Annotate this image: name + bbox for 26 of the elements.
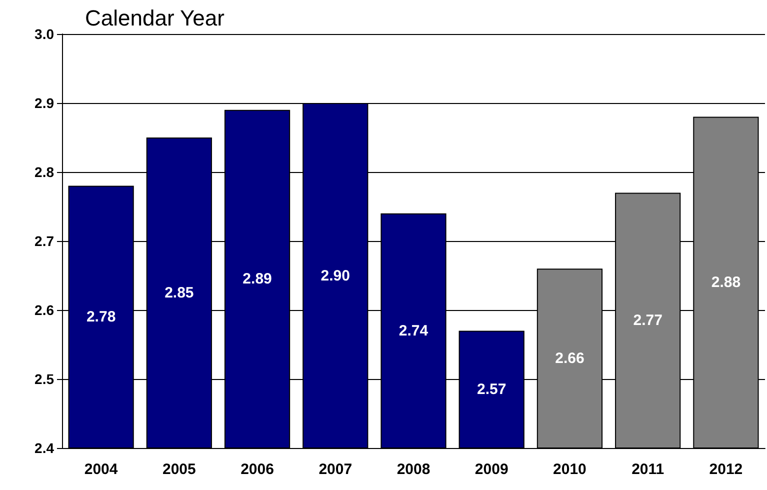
data-label: 2.74	[398, 322, 429, 340]
y-tick-label: 2.5	[34, 371, 54, 387]
x-tick-label: 2012	[709, 461, 743, 478]
x-tick-label: 2006	[240, 461, 274, 478]
y-tick-label: 2.7	[34, 233, 54, 249]
y-tick-label: 2.6	[34, 302, 54, 318]
y-tick-label: 2.9	[34, 95, 54, 111]
x-tick-label: 2011	[632, 461, 664, 478]
x-tick-label: 2009	[474, 461, 508, 478]
data-label: 2.66	[555, 350, 584, 368]
y-tick-label: 3.0	[34, 26, 54, 42]
data-label: 2.78	[86, 308, 116, 326]
data-label: 2.57	[477, 381, 506, 398]
y-tick-label: 2.8	[34, 164, 54, 180]
x-tick-label: 2004	[84, 461, 118, 478]
data-label: 2.89	[242, 270, 272, 288]
x-tick-label: 2008	[396, 461, 430, 478]
x-tick-label: 2005	[162, 461, 196, 478]
data-label: 2.85	[164, 284, 194, 302]
x-tick-label: 2010	[553, 461, 586, 478]
data-label: 2.88	[711, 274, 741, 292]
y-tick-label: 2.4	[34, 440, 54, 456]
data-label: 2.77	[633, 312, 662, 330]
data-label: 2.90	[320, 267, 350, 284]
chart-title: Calendar Year	[85, 6, 224, 30]
x-tick-label: 2007	[318, 461, 352, 478]
